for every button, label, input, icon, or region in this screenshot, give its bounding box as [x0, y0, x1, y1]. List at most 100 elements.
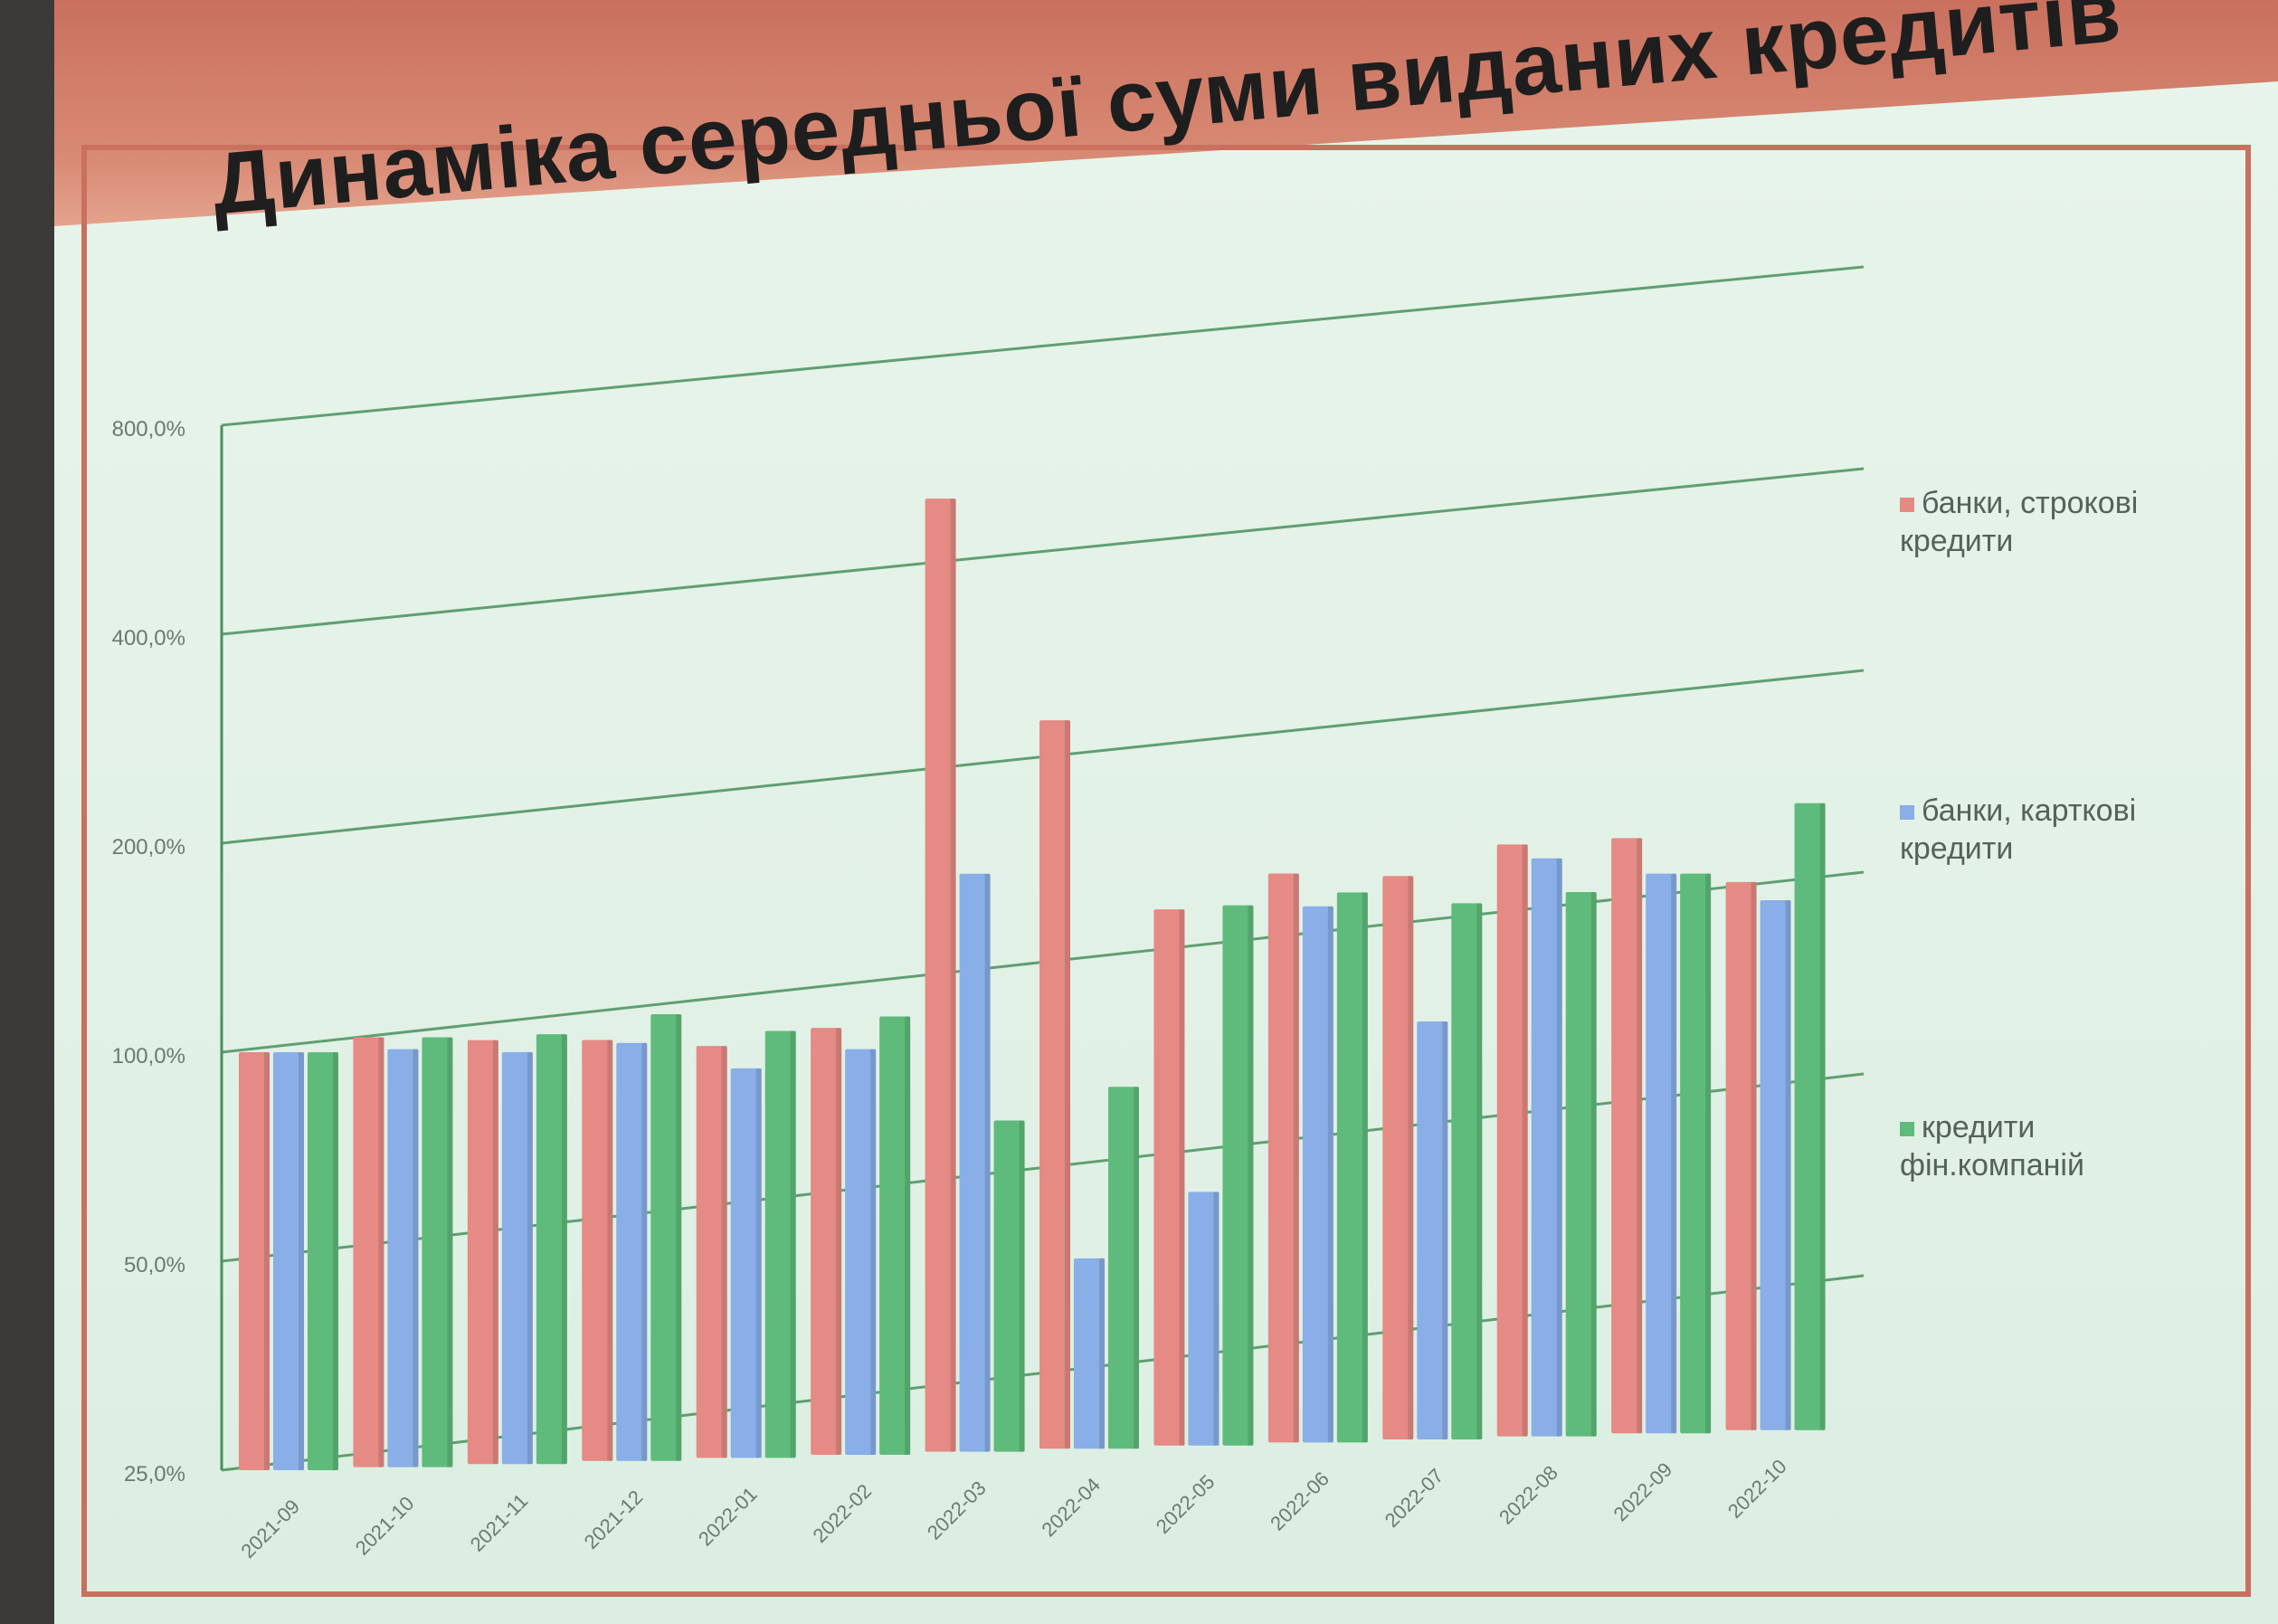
- bar-shade: [790, 1030, 796, 1458]
- bar-1: [1039, 720, 1070, 1449]
- bar-shade: [333, 1052, 338, 1470]
- x-tick-label: 2021-10: [351, 1492, 419, 1560]
- bar-2: [1302, 906, 1334, 1443]
- bar-2: [730, 1068, 762, 1458]
- x-tick-label: 2022-07: [1381, 1464, 1448, 1532]
- bar-2: [959, 873, 991, 1452]
- bar-shade: [1327, 906, 1334, 1443]
- legend-item-series-3: кредити фін.компаній: [1900, 1108, 2171, 1184]
- bar-shade: [1179, 909, 1185, 1446]
- bar-3: [422, 1037, 453, 1467]
- x-tick-label: 2021-09: [236, 1495, 304, 1562]
- bar-2: [1417, 1021, 1448, 1439]
- bar-shade: [721, 1046, 727, 1458]
- bar-shade: [1590, 892, 1597, 1437]
- bar-shade: [1751, 881, 1757, 1430]
- bar-shade: [413, 1049, 419, 1467]
- x-tick-label: 2022-04: [1037, 1474, 1105, 1542]
- bar-3: [764, 1030, 796, 1458]
- bar-shade: [641, 1042, 648, 1461]
- bar-1: [353, 1037, 384, 1467]
- bar-3: [993, 1120, 1025, 1452]
- bar-shade: [527, 1051, 533, 1465]
- y-tick-label: 800,0%: [112, 417, 185, 442]
- bar-shade: [870, 1049, 877, 1455]
- legend-item-series-1: банки, строкові кредити: [1900, 484, 2207, 560]
- bar-shade: [607, 1040, 613, 1461]
- bar-1: [467, 1040, 498, 1465]
- bar-2: [1188, 1192, 1220, 1446]
- bar-shade: [1248, 905, 1254, 1446]
- bar-1: [1267, 873, 1299, 1443]
- bar-1: [1611, 838, 1643, 1434]
- bar-3: [536, 1034, 567, 1465]
- x-tick-label: 2021-12: [580, 1486, 648, 1553]
- y-tick-label: 25,0%: [124, 1462, 185, 1486]
- bar-shade: [264, 1052, 270, 1470]
- x-tick-label: 2022-03: [923, 1477, 991, 1544]
- legend-swatch-series-1: [1900, 498, 1914, 513]
- bar-shade: [1293, 873, 1299, 1443]
- bar-shade: [447, 1037, 453, 1467]
- bar-shade: [1362, 892, 1368, 1443]
- bar-shade: [1134, 1087, 1139, 1449]
- bar-shade: [1213, 1192, 1220, 1446]
- x-tick-label: 2021-11: [466, 1489, 533, 1556]
- y-tick-label: 50,0%: [124, 1253, 185, 1277]
- bar-3: [308, 1052, 338, 1470]
- bar-shade: [950, 499, 956, 1452]
- bar-shade: [378, 1037, 384, 1467]
- bar-3: [1794, 803, 1826, 1430]
- bar-3: [1565, 892, 1597, 1437]
- gridline: [221, 467, 1865, 636]
- bar-2: [1074, 1258, 1105, 1449]
- bar-3: [1108, 1087, 1139, 1449]
- bar-shade: [1785, 899, 1791, 1430]
- bar-2: [387, 1049, 419, 1467]
- bar-1: [811, 1028, 842, 1455]
- bar-3: [650, 1014, 682, 1461]
- bar-shade: [1099, 1258, 1105, 1449]
- y-tick-label: 400,0%: [112, 626, 185, 651]
- bar-shade: [1705, 873, 1712, 1434]
- slide-frame: [81, 145, 2251, 1597]
- bar-2: [501, 1051, 533, 1465]
- y-tick-label: 200,0%: [112, 835, 185, 859]
- x-tick-label: 2022-02: [808, 1479, 876, 1547]
- bar-2: [845, 1049, 877, 1455]
- x-tick-label: 2022-09: [1609, 1458, 1676, 1526]
- bar-shade: [905, 1016, 911, 1455]
- bar-2: [273, 1052, 304, 1470]
- bar-shade: [1442, 1021, 1448, 1439]
- bar-3: [879, 1016, 911, 1455]
- bar-3: [1222, 905, 1254, 1446]
- bar-2: [616, 1042, 648, 1461]
- bar-1: [582, 1040, 613, 1461]
- bar-shade: [1556, 858, 1562, 1437]
- bar-shade: [1637, 838, 1643, 1434]
- bar-shade: [836, 1028, 842, 1455]
- bar-shade: [1476, 903, 1483, 1439]
- bar-shade: [561, 1034, 567, 1465]
- x-tick-label: 2022-01: [694, 1483, 762, 1551]
- bar-2: [1646, 873, 1677, 1434]
- bar-shade: [1819, 803, 1826, 1430]
- x-tick-label: 2022-05: [1152, 1470, 1220, 1538]
- x-tick-label: 2022-06: [1266, 1467, 1334, 1535]
- bar-1: [1153, 909, 1185, 1446]
- legend-item-series-2: банки, карткові кредити: [1900, 792, 2207, 868]
- bar-3: [1336, 892, 1368, 1443]
- bar-2: [1760, 899, 1791, 1430]
- bar-shade: [299, 1052, 304, 1470]
- legend-swatch-series-2: [1900, 805, 1914, 821]
- bar-shade: [492, 1040, 498, 1465]
- legend-label-series-1: банки, строкові кредити: [1900, 486, 2139, 558]
- bar-shade: [1065, 720, 1070, 1449]
- y-tick-label: 100,0%: [112, 1044, 185, 1068]
- gridline: [221, 265, 1865, 427]
- bar-1: [696, 1046, 727, 1458]
- legend-label-series-2: банки, карткові кредити: [1900, 793, 2137, 866]
- bar-shade: [676, 1014, 682, 1461]
- bar-2: [1531, 858, 1562, 1437]
